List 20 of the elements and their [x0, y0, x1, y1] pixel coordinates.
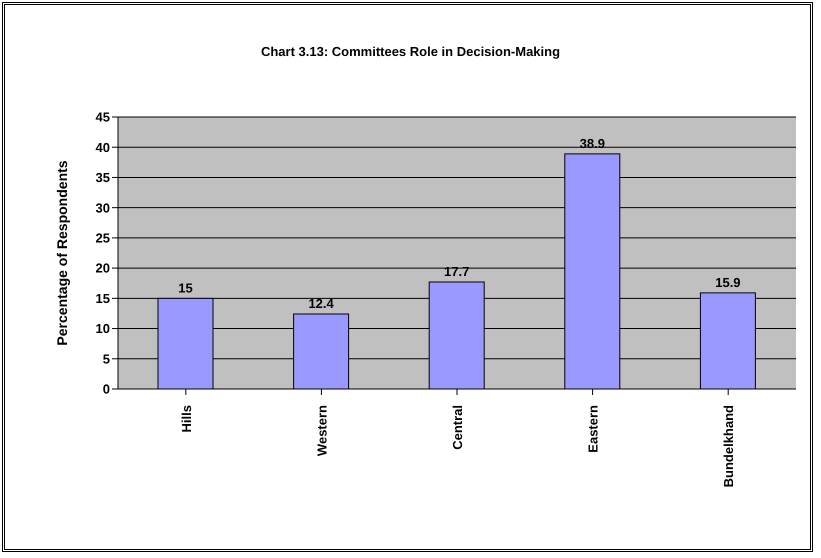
- x-tick-label: Eastern: [586, 404, 601, 453]
- y-tick-label: 35: [96, 170, 110, 186]
- x-tick-label: Western: [314, 404, 330, 456]
- y-axis-title: Percentage of Respondents: [54, 160, 70, 346]
- x-tick-label: Central: [450, 405, 465, 450]
- y-tick-label: 15: [96, 290, 110, 306]
- y-tick-label: 0: [102, 382, 110, 397]
- y-tick-label: 45: [96, 110, 110, 125]
- x-tick-label: Hills: [178, 405, 194, 432]
- data-label: 15: [178, 280, 193, 296]
- y-tick-label: 30: [96, 200, 110, 216]
- y-tick-label: 25: [96, 230, 110, 246]
- data-label: 12.4: [308, 296, 335, 312]
- data-label: 15.9: [715, 274, 741, 290]
- y-tick-label: 40: [96, 140, 110, 155]
- y-tick-label: 5: [102, 351, 110, 366]
- x-tick-label: Bundelkhand: [721, 404, 736, 488]
- y-tick-label: 10: [96, 321, 110, 336]
- chart-title: Chart 3.13: Committees Role in Decision-Making: [260, 44, 562, 59]
- y-tick-label: 20: [96, 260, 110, 276]
